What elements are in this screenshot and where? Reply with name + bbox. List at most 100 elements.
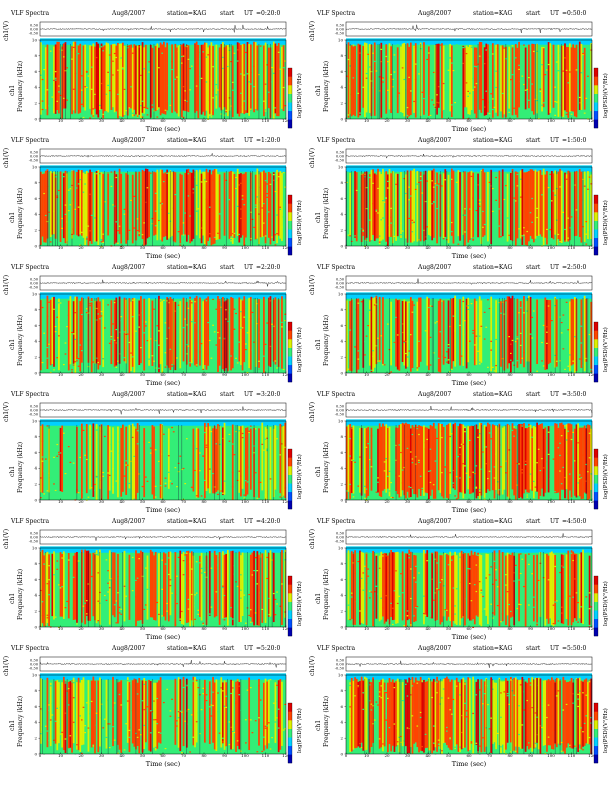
- spectrogram-speckle: [469, 582, 471, 585]
- spectrogram-speckle: [43, 563, 46, 565]
- spectrogram-burst: [450, 298, 453, 369]
- spectrogram-speckle: [81, 313, 83, 316]
- spectrogram-speckle: [277, 727, 280, 729]
- spectrogram-burst: [362, 552, 365, 624]
- spectrogram-speckle: [58, 302, 60, 304]
- spectrogram-speckle: [373, 304, 376, 306]
- spectrogram-speckle: [482, 610, 484, 613]
- spectrogram-speckle: [562, 301, 565, 303]
- spectrum-ytick-label: 6: [34, 69, 37, 74]
- spectrogram-burst: [408, 549, 411, 620]
- spectrogram-speckle: [354, 461, 356, 463]
- spectrogram-speckle: [495, 176, 497, 179]
- spectrogram-burst: [411, 170, 414, 243]
- xtick-label: 0: [345, 753, 348, 758]
- spectrogram-speckle: [128, 229, 131, 231]
- spectrogram-burst: [467, 172, 470, 243]
- spectrogram-burst: [228, 171, 231, 239]
- spectrogram-burst: [508, 46, 511, 109]
- spectrogram-burst: [94, 172, 96, 242]
- spectrogram-burst: [431, 681, 434, 754]
- spectrogram-speckle: [189, 298, 191, 300]
- spectrogram-burst: [64, 681, 67, 753]
- colorbar-frame: [593, 67, 599, 129]
- spectrogram-burst: [546, 553, 548, 619]
- spectrogram-speckle: [76, 623, 78, 625]
- spectrogram-speckle: [541, 104, 543, 106]
- spectrogram-speckle: [141, 462, 144, 464]
- spectrogram-speckle: [559, 470, 561, 472]
- xtick-label: 120: [282, 499, 290, 504]
- spectrogram-speckle: [240, 92, 242, 94]
- spectrogram-speckle: [85, 71, 88, 73]
- spectrogram-speckle: [585, 596, 588, 598]
- spectrogram-burst: [531, 43, 534, 112]
- spectrogram-burst: [204, 299, 206, 366]
- spectrogram-speckle: [54, 718, 57, 720]
- spectrogram-speckle: [396, 680, 399, 683]
- spectrogram-speckle: [210, 430, 213, 433]
- spectrogram-burst: [54, 681, 57, 744]
- spectrogram-burst: [99, 677, 101, 747]
- spectrogram-burst: [477, 428, 479, 497]
- spectrogram-speckle: [238, 470, 241, 472]
- spectrogram-speckle: [69, 188, 72, 190]
- spectrogram-speckle: [488, 181, 491, 183]
- spectrogram-speckle: [72, 200, 75, 202]
- spectrogram-speckle: [105, 559, 108, 561]
- spectrogram-burst: [382, 423, 384, 491]
- spectrogram-burst: [477, 552, 479, 617]
- spectrogram-speckle: [103, 587, 106, 589]
- spectrogram-speckle: [113, 52, 116, 55]
- spectrogram-speckle: [217, 493, 219, 496]
- spectrogram-burst: [549, 552, 552, 619]
- time-axis-label: Time (sec): [452, 506, 487, 514]
- spectrum-ytick-label: 8: [340, 561, 343, 566]
- spectrogram-speckle: [416, 359, 419, 361]
- spectrogram-speckle: [238, 430, 241, 432]
- spectrogram-burst: [557, 171, 560, 240]
- spectrogram-speckle: [131, 556, 134, 559]
- spectrogram-speckle: [195, 349, 198, 351]
- spectrogram-speckle: [431, 86, 434, 89]
- spectrogram-speckle: [143, 182, 146, 185]
- spectrogram-speckle: [524, 493, 527, 495]
- xtick-label: 30: [405, 372, 411, 377]
- spectrogram-speckle: [190, 568, 193, 570]
- spectrogram-speckle: [276, 367, 278, 369]
- spectrogram-speckle: [215, 308, 218, 310]
- spectrogram-burst: [544, 680, 547, 746]
- spectrogram-speckle: [240, 182, 242, 184]
- spectrogram-burst: [506, 173, 509, 242]
- spectrogram-speckle: [235, 312, 237, 315]
- spectrogram-speckle: [100, 46, 103, 48]
- spectrogram-speckle: [46, 89, 49, 91]
- spectrum-ytick-label: 8: [34, 307, 37, 312]
- spectrogram-speckle: [483, 223, 486, 226]
- spectrogram-speckle: [475, 465, 478, 467]
- colorbar-segment: [288, 474, 292, 484]
- spectrogram-burst: [90, 172, 93, 243]
- spectrogram-speckle: [521, 558, 524, 560]
- spectrogram-burst: [245, 428, 247, 497]
- spectrogram-burst: [462, 45, 465, 119]
- xtick-label: 10: [58, 753, 64, 758]
- spectrogram-burst: [469, 171, 471, 240]
- spectrogram-speckle: [176, 357, 178, 359]
- spectrogram-speckle: [263, 704, 265, 707]
- spectrogram-burst: [493, 550, 496, 616]
- spectrogram-speckle: [130, 352, 132, 354]
- spectrogram-speckle: [233, 232, 236, 235]
- spectrogram-speckle: [143, 683, 146, 685]
- spectrogram-burst: [372, 169, 374, 236]
- spectrogram-speckle: [179, 226, 182, 228]
- spectrogram-burst: [554, 170, 557, 235]
- spectrogram-burst: [401, 422, 404, 491]
- spectrogram-speckle: [411, 219, 414, 221]
- spectrogram-burst: [204, 42, 206, 116]
- spectrogram-speckle: [276, 438, 278, 440]
- spectrogram-speckle: [388, 727, 391, 729]
- spectrogram-speckle: [454, 473, 456, 475]
- spectrogram-burst: [531, 677, 534, 752]
- spectrogram-speckle: [418, 73, 420, 75]
